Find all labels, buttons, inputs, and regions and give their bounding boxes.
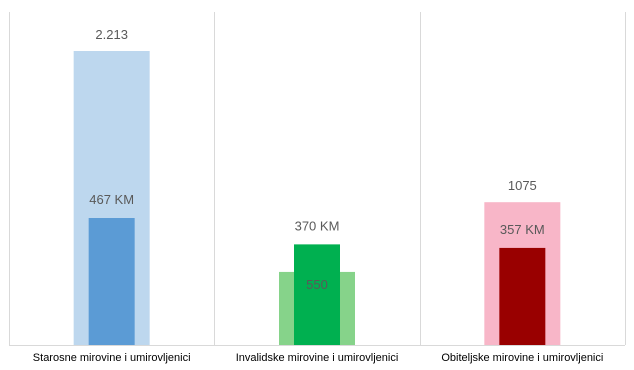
category-label-2: Obiteljske mirovine i umirovljenici (441, 352, 603, 364)
data-label-back-0: 2.213 (95, 27, 128, 42)
grid (9, 12, 626, 346)
bar-front-0 (88, 218, 135, 345)
category-labels: Starosne mirovine i umirovljenici Invalid… (33, 352, 604, 364)
data-label-front-1: 370 KM (295, 218, 340, 233)
bar-front-1 (294, 244, 340, 345)
data-label-front-2: 357 KM (500, 222, 545, 237)
front-bars (88, 218, 546, 345)
data-label-back-1: 550 (306, 277, 328, 292)
category-label-1: Invalidske mirovine i umirovljenici (236, 352, 399, 364)
data-label-back-2: 1075 (508, 178, 537, 193)
bar-front-2 (499, 247, 546, 345)
data-label-front-0: 467 KM (89, 192, 134, 207)
category-label-0: Starosne mirovine i umirovljenici (33, 352, 191, 364)
data-labels: 2.213 467 KM 550 370 KM 1075 357 KM (89, 27, 544, 292)
